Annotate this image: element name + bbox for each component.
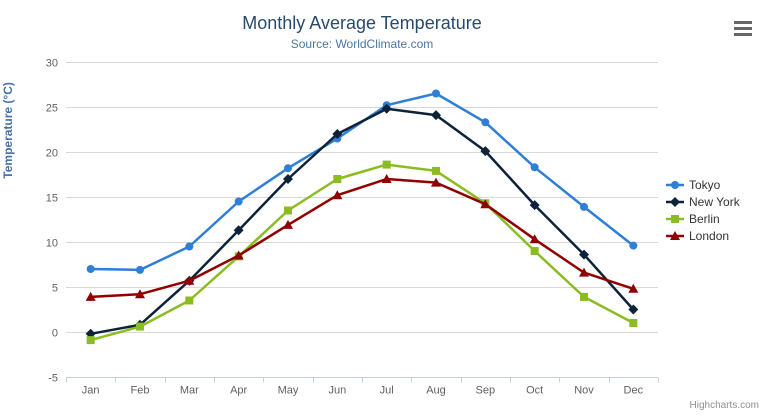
- y-tick-label: 25: [46, 103, 58, 115]
- y-tick-label: 15: [46, 193, 58, 205]
- legend-marker-icon-new-york: [666, 196, 684, 207]
- y-tick-label: 20: [46, 148, 58, 160]
- x-tick-label: Nov: [574, 385, 594, 397]
- data-point-tokyo[interactable]: [185, 242, 194, 251]
- x-tick-label: Feb: [131, 385, 150, 397]
- highcharts-credit-link[interactable]: Highcharts.com: [689, 400, 759, 411]
- y-axis-title: Temperature (°C): [1, 82, 15, 179]
- y-tick-label: 0: [52, 328, 58, 340]
- data-point-new-york[interactable]: [579, 249, 589, 260]
- series-line-berlin[interactable]: [89, 163, 635, 342]
- data-point-london[interactable]: [184, 275, 195, 285]
- data-point-london[interactable]: [480, 199, 491, 209]
- data-point-berlin[interactable]: [629, 319, 638, 327]
- data-point-new-york[interactable]: [283, 174, 293, 184]
- legend-item-label: New York: [689, 194, 740, 209]
- data-point-berlin[interactable]: [580, 292, 588, 301]
- data-point-berlin[interactable]: [333, 175, 342, 183]
- data-point-berlin[interactable]: [86, 336, 95, 345]
- data-point-tokyo[interactable]: [284, 164, 292, 173]
- data-point-london[interactable]: [579, 267, 589, 277]
- data-point-new-york[interactable]: [332, 129, 343, 139]
- legend-item-tokyo[interactable]: Tokyo: [666, 176, 740, 193]
- x-tick-label: Apr: [230, 385, 247, 397]
- data-point-london[interactable]: [431, 177, 441, 187]
- x-tick-label: Dec: [624, 385, 644, 397]
- legend-marker-icon-berlin: [666, 214, 684, 223]
- data-point-tokyo[interactable]: [432, 89, 440, 98]
- data-point-berlin[interactable]: [185, 296, 194, 305]
- data-point-berlin[interactable]: [284, 206, 292, 215]
- data-point-london[interactable]: [283, 219, 293, 229]
- legend-marker-icon-tokyo: [666, 180, 684, 189]
- legend: Tokyo New York Berlin London: [666, 176, 740, 244]
- legend-marker-icon-london: [666, 230, 684, 240]
- data-point-new-york[interactable]: [431, 110, 441, 121]
- series-line-tokyo[interactable]: [89, 92, 635, 272]
- data-point-new-york[interactable]: [628, 304, 639, 315]
- data-point-tokyo[interactable]: [481, 118, 490, 127]
- data-point-new-york[interactable]: [529, 200, 540, 211]
- legend-item-berlin[interactable]: Berlin: [666, 210, 740, 227]
- series-line-new-york[interactable]: [89, 107, 635, 336]
- x-tick-label: Jul: [380, 385, 394, 397]
- data-point-tokyo[interactable]: [86, 265, 95, 273]
- y-tick-label: 30: [46, 58, 58, 70]
- hamburger-icon: [734, 20, 752, 36]
- data-point-berlin[interactable]: [136, 322, 144, 331]
- x-tick-label: Oct: [526, 385, 543, 397]
- legend-item-london[interactable]: London: [666, 227, 740, 244]
- chart-title: Monthly Average Temperature: [242, 13, 482, 33]
- data-point-tokyo[interactable]: [234, 197, 243, 206]
- data-point-new-york[interactable]: [480, 146, 491, 157]
- legend-item-label: Berlin: [689, 211, 720, 226]
- data-point-tokyo[interactable]: [530, 163, 539, 172]
- data-point-london[interactable]: [529, 234, 540, 244]
- series-line-london[interactable]: [89, 177, 635, 299]
- x-tick-label: Jun: [328, 385, 346, 397]
- data-point-tokyo[interactable]: [629, 241, 638, 250]
- data-point-tokyo[interactable]: [136, 265, 144, 274]
- data-point-london[interactable]: [381, 174, 392, 183]
- data-point-london[interactable]: [135, 289, 145, 299]
- data-point-berlin[interactable]: [432, 166, 440, 175]
- x-tick-label: Mar: [180, 385, 199, 397]
- data-point-new-york[interactable]: [233, 225, 244, 236]
- data-point-new-york[interactable]: [381, 103, 392, 114]
- x-tick-label: May: [278, 385, 299, 397]
- data-point-london[interactable]: [85, 291, 96, 301]
- data-point-london[interactable]: [628, 283, 639, 293]
- export-menu-button[interactable]: [731, 18, 755, 38]
- data-point-tokyo[interactable]: [580, 202, 588, 211]
- x-tick-label: Sep: [476, 385, 496, 397]
- data-point-berlin[interactable]: [530, 247, 539, 255]
- legend-item-label: London: [689, 228, 730, 243]
- y-tick-label: -5: [48, 373, 58, 385]
- legend-item-new-york[interactable]: New York: [666, 193, 740, 210]
- data-point-london[interactable]: [233, 250, 244, 260]
- x-tick-label: Jan: [82, 385, 100, 397]
- chart-subtitle: Source: WorldClimate.com: [290, 37, 434, 51]
- y-tick-label: 5: [52, 283, 58, 295]
- data-point-london[interactable]: [332, 190, 343, 200]
- y-tick-label: 10: [46, 238, 58, 250]
- x-tick-label: Aug: [426, 385, 446, 397]
- legend-item-label: Tokyo: [689, 177, 721, 192]
- data-point-berlin[interactable]: [382, 160, 391, 169]
